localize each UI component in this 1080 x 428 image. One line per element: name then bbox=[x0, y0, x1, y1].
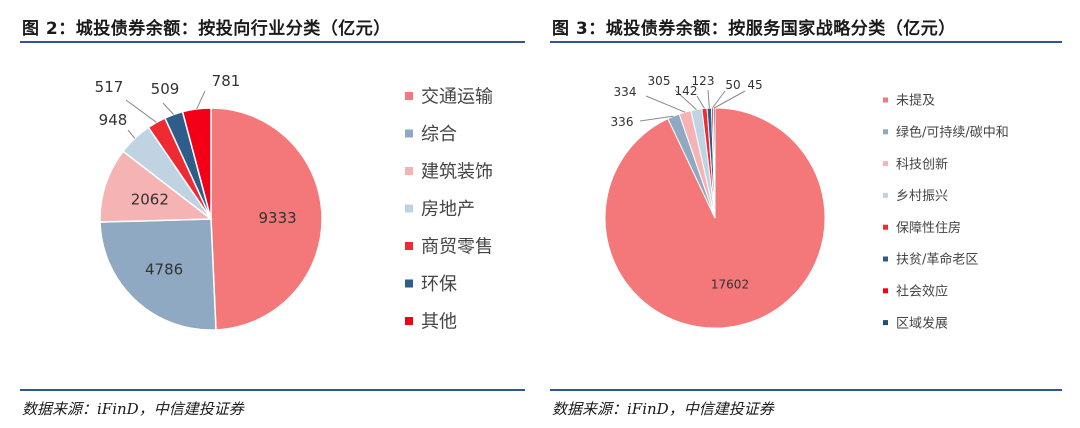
chart2-legend-label-0: 未提及 bbox=[896, 93, 935, 109]
chart1-data-label-6: 781 bbox=[212, 72, 241, 90]
right-chart-title: 图 3：城投债券余额：按服务国家战略分类（亿元） bbox=[552, 19, 956, 39]
chart2-data-label-4: 142 bbox=[675, 84, 698, 98]
chart2-legend-label-6: 社会效应 bbox=[896, 284, 948, 300]
chart2-data-label-0: 17602 bbox=[711, 278, 749, 292]
chart2-data-label-6: 50 bbox=[725, 78, 740, 92]
right-title-rule bbox=[550, 41, 1062, 43]
chart1-data-label-4: 517 bbox=[95, 78, 124, 96]
chart2-data-label-3: 305 bbox=[648, 74, 671, 88]
chart1-slice-0 bbox=[210, 107, 323, 331]
chart1-legend-label-1: 综合 bbox=[421, 124, 457, 145]
chart2-legend-swatch-6 bbox=[883, 288, 888, 294]
left-bottom-rule bbox=[20, 389, 525, 391]
chart1-data-label-2: 2062 bbox=[131, 190, 169, 208]
chart2-legend-swatch-0 bbox=[883, 97, 888, 103]
chart2-leader-line-1 bbox=[639, 115, 674, 122]
chart2-legend-label-2: 科技创新 bbox=[896, 156, 948, 172]
chart1-legend-label-3: 房地产 bbox=[421, 199, 475, 220]
chart2-legend-swatch-2 bbox=[883, 161, 888, 167]
chart1-legend-swatch-0 bbox=[405, 92, 413, 100]
chart2-legend-label-4: 保障性住房 bbox=[896, 220, 961, 236]
chart1-leader-line-4 bbox=[125, 99, 157, 123]
chart2-legend-swatch-4 bbox=[883, 224, 888, 230]
left-title-rule bbox=[20, 41, 525, 43]
right-source-note: 数据来源：iFinD，中信建投证券 bbox=[552, 400, 774, 418]
chart1-legend-swatch-2 bbox=[405, 167, 413, 175]
chart1-legend-label-2: 建筑装饰 bbox=[421, 162, 493, 183]
chart2-data-label-5: 123 bbox=[692, 74, 715, 88]
chart2-legend-label-1: 绿色/可持续/碳中和 bbox=[896, 125, 1009, 141]
chart1-leader-line-3 bbox=[127, 129, 136, 139]
chart1-legend-label-5: 环保 bbox=[421, 274, 457, 295]
chart1-legend-swatch-4 bbox=[405, 242, 413, 250]
chart2-leader-line-2 bbox=[645, 95, 686, 113]
chart1-legend-swatch-3 bbox=[405, 204, 413, 213]
chart2-leader-line-3 bbox=[674, 89, 697, 110]
chart2-legend-label-5: 扶贫/革命老区 bbox=[896, 252, 978, 268]
chart2-legend-label-7: 区域发展 bbox=[896, 315, 948, 331]
left-chart-title: 图 2：城投债券余额：按投向行业分类（亿元） bbox=[22, 19, 391, 39]
chart1-slice-2 bbox=[99, 150, 214, 223]
chart2-legend-swatch-5 bbox=[883, 256, 888, 262]
chart2-leader-line-5 bbox=[707, 89, 710, 109]
chart1-legend-swatch-1 bbox=[405, 129, 413, 138]
chart2-data-label-2: 334 bbox=[614, 85, 637, 99]
chart2-legend-swatch-7 bbox=[883, 320, 888, 326]
right-bottom-rule bbox=[550, 389, 1062, 391]
chart1-legend-label-6: 其他 bbox=[421, 312, 457, 333]
chart1-data-label-3: 948 bbox=[99, 111, 128, 129]
chart2-data-label-7: 45 bbox=[747, 78, 762, 92]
chart2-legend-swatch-3 bbox=[883, 192, 888, 198]
chart2-leader-line-7 bbox=[713, 90, 746, 109]
chart1-legend-swatch-5 bbox=[405, 279, 413, 288]
chart2-leader-line-6 bbox=[711, 90, 726, 109]
chart2-leader-line-4 bbox=[696, 95, 705, 109]
chart1-data-label-5: 509 bbox=[151, 80, 180, 98]
chart1-slice-1 bbox=[99, 218, 217, 331]
chart1-legend-label-0: 交通运输 bbox=[421, 87, 493, 108]
chart2-legend-swatch-1 bbox=[883, 129, 888, 135]
left-source-note: 数据来源：iFinD，中信建投证券 bbox=[22, 400, 244, 418]
chart2-data-label-1: 336 bbox=[611, 115, 634, 129]
chart1-leader-line-5 bbox=[162, 102, 174, 115]
chart1-slice-6 bbox=[181, 107, 212, 220]
chart1-data-label-0: 9333 bbox=[259, 209, 297, 227]
chart1-data-label-1: 4786 bbox=[145, 261, 183, 279]
chart1-legend-label-4: 商贸零售 bbox=[421, 237, 493, 258]
chart1-legend-swatch-6 bbox=[405, 317, 413, 325]
chart1-leader-line-6 bbox=[196, 90, 206, 110]
chart2-legend-label-3: 乡村振兴 bbox=[896, 189, 948, 204]
